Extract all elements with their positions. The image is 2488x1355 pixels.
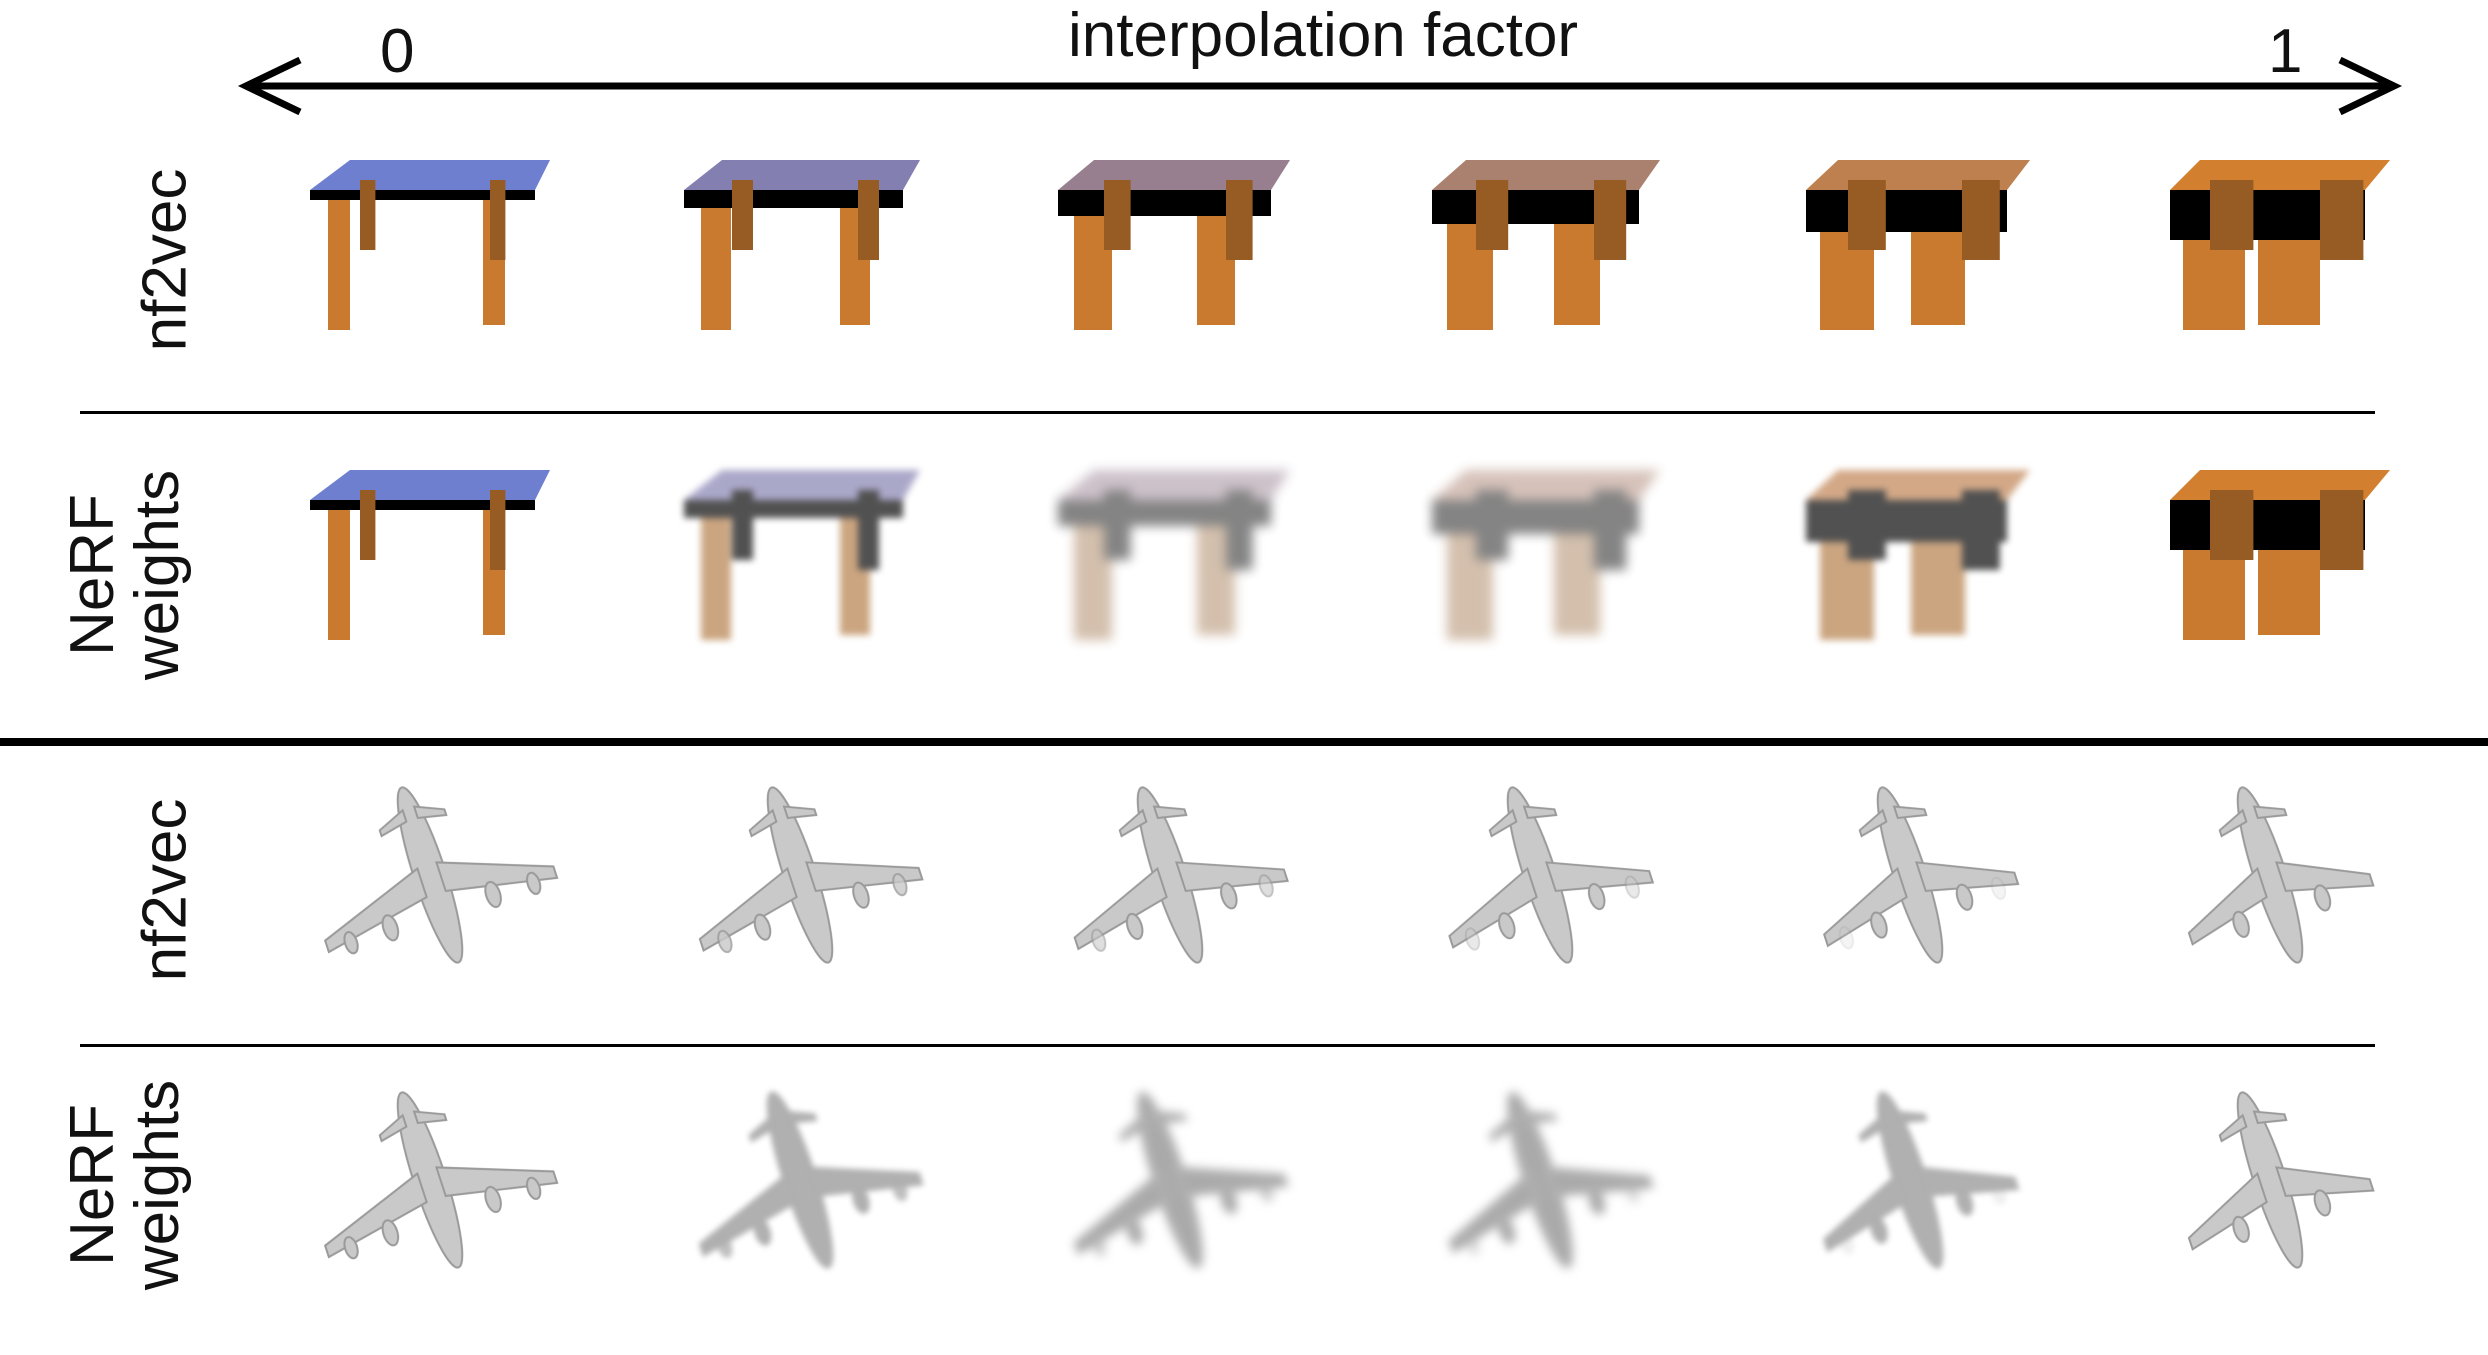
table-nf2vec-render	[2130, 150, 2410, 350]
table-icon	[1058, 470, 1290, 640]
airplane-icon	[2187, 1091, 2375, 1269]
row-label-line: weights	[123, 469, 192, 681]
section-divider	[0, 738, 2488, 746]
table-icon	[1432, 160, 1660, 330]
airplane-icon	[1448, 1091, 1655, 1269]
table-icon	[310, 160, 550, 330]
airplane-nf2vec-render	[2130, 775, 2410, 975]
row-divider	[80, 1044, 2375, 1047]
airplane-nerf-render	[1030, 1080, 1310, 1280]
table-nerf-render	[1030, 460, 1310, 660]
table-nerf-render	[290, 460, 570, 660]
table-icon	[310, 470, 550, 640]
table-nf2vec-render	[1770, 150, 2050, 350]
axis-start-label: 0	[380, 17, 415, 86]
airplane-icon	[698, 786, 924, 964]
table-nerf-render	[2130, 460, 2410, 660]
row-label-line: nf2vec	[130, 168, 200, 352]
airplane-icon	[323, 786, 559, 964]
table-icon	[2170, 160, 2390, 330]
table-nerf-render	[1400, 460, 1680, 660]
double-arrow-icon	[237, 56, 2403, 116]
airplane-nf2vec-render	[660, 775, 940, 975]
airplane-nerf-render	[660, 1080, 940, 1280]
airplane-icon	[698, 1091, 924, 1269]
airplane-nf2vec-render	[1400, 775, 1680, 975]
airplane-icon	[1073, 1091, 1289, 1269]
row-label-airplane-nf2vec: nf2vec	[130, 798, 200, 982]
row-label-line: NeRF	[57, 1104, 127, 1266]
airplane-icon	[1073, 786, 1289, 964]
airplane-nerf-render	[1770, 1080, 2050, 1280]
row-label-airplane-nerf-weights: NeRF weights	[57, 1079, 192, 1291]
axis-end-label: 1	[2268, 17, 2303, 86]
table-icon	[1806, 470, 2030, 640]
airplane-nf2vec-render	[1030, 775, 1310, 975]
airplane-nf2vec-render	[290, 775, 570, 975]
row-label-table-nf2vec: nf2vec	[130, 168, 200, 352]
table-nerf-render	[1770, 460, 2050, 660]
airplane-icon	[1823, 786, 2020, 964]
row-label-table-nerf-weights: NeRF weights	[57, 469, 192, 681]
table-nf2vec-render	[1030, 150, 1310, 350]
airplane-nerf-render	[2130, 1080, 2410, 1280]
airplane-nerf-render	[290, 1080, 570, 1280]
table-icon	[2170, 470, 2390, 640]
airplane-icon	[1448, 786, 1655, 964]
axis-title: interpolation factor	[1068, 1, 1579, 70]
airplane-icon	[323, 1091, 559, 1269]
table-nf2vec-render	[290, 150, 570, 350]
table-icon	[1058, 160, 1290, 330]
table-icon	[1806, 160, 2030, 330]
table-nerf-render	[660, 460, 940, 660]
table-icon	[684, 470, 920, 640]
row-label-line: NeRF	[57, 494, 127, 656]
table-nf2vec-render	[660, 150, 940, 350]
table-icon	[1432, 470, 1660, 640]
table-nf2vec-render	[1400, 150, 1680, 350]
row-divider	[80, 411, 2375, 414]
row-label-line: weights	[123, 1079, 192, 1291]
airplane-icon	[1823, 1091, 2020, 1269]
row-label-line: nf2vec	[130, 798, 200, 982]
table-icon	[684, 160, 920, 330]
airplane-nerf-render	[1400, 1080, 1680, 1280]
airplane-nf2vec-render	[1770, 775, 2050, 975]
airplane-icon	[2187, 786, 2375, 964]
